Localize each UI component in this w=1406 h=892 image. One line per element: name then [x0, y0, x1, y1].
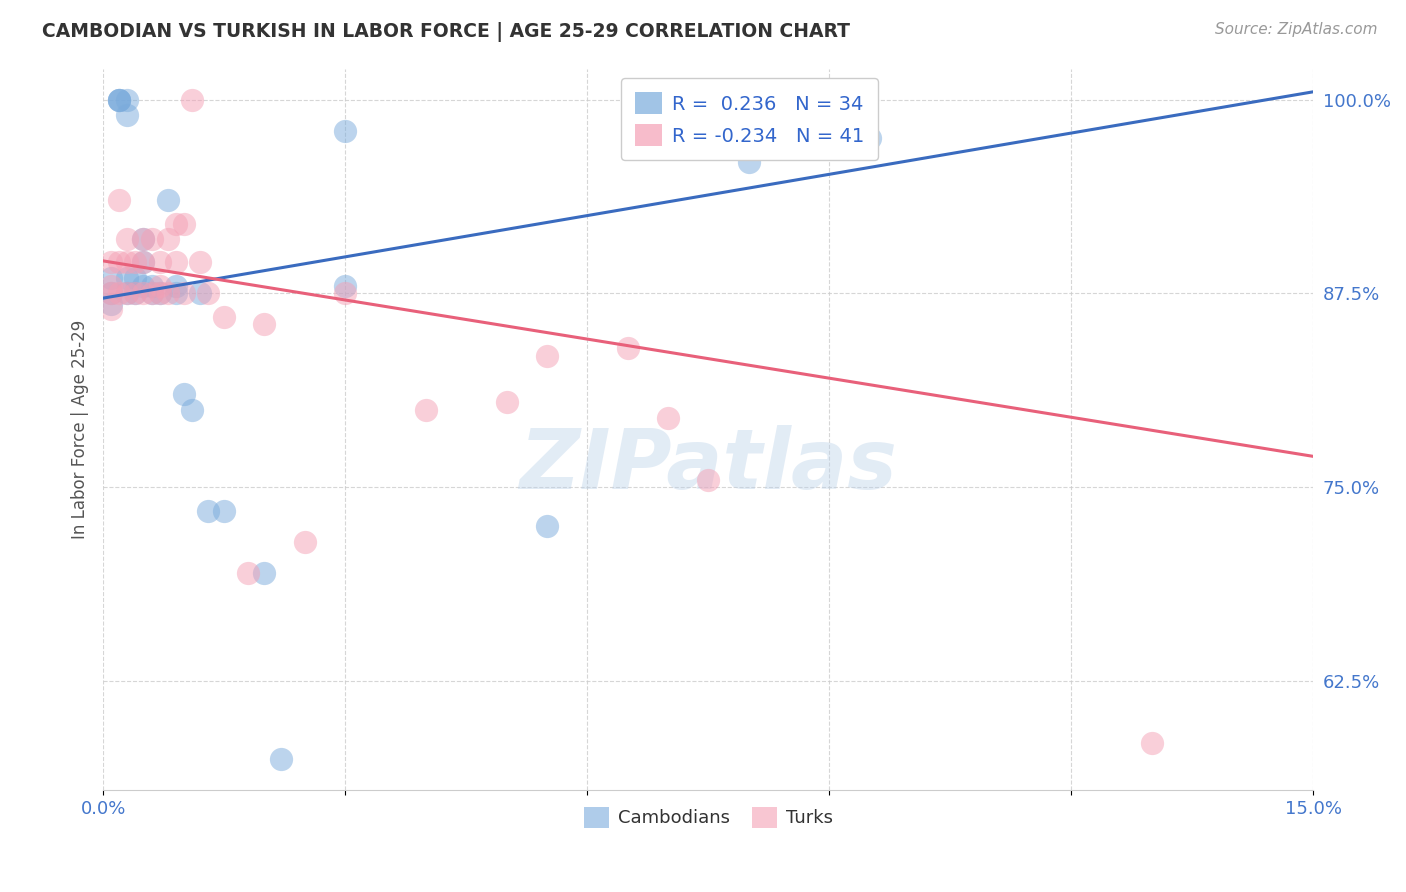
Point: [117, 108, 139, 122]
Point: [117, 271, 139, 285]
Point: [108, 93, 131, 107]
Point: [117, 255, 139, 269]
Point: [124, 286, 146, 301]
Point: [616, 341, 638, 355]
Point: [149, 278, 172, 293]
Point: [657, 410, 679, 425]
Point: [149, 286, 172, 301]
Legend: Cambodians, Turks: Cambodians, Turks: [576, 800, 839, 835]
Text: ZIPatlas: ZIPatlas: [519, 425, 897, 506]
Point: [141, 232, 163, 246]
Point: [149, 255, 172, 269]
Point: [212, 503, 235, 517]
Y-axis label: In Labor Force | Age 25-29: In Labor Force | Age 25-29: [72, 319, 89, 539]
Point: [270, 752, 292, 766]
Point: [197, 503, 219, 517]
Point: [197, 286, 219, 301]
Point: [156, 286, 179, 301]
Point: [415, 402, 437, 417]
Point: [188, 286, 211, 301]
Point: [536, 519, 558, 533]
Point: [100, 271, 122, 285]
Point: [149, 286, 172, 301]
Point: [737, 154, 759, 169]
Point: [173, 217, 195, 231]
Point: [100, 278, 122, 293]
Point: [180, 402, 202, 417]
Point: [132, 255, 155, 269]
Point: [294, 534, 316, 549]
Point: [212, 310, 235, 324]
Point: [108, 93, 131, 107]
Point: [100, 286, 122, 301]
Point: [188, 255, 211, 269]
Point: [100, 286, 122, 301]
Point: [117, 286, 139, 301]
Point: [117, 232, 139, 246]
Point: [333, 278, 356, 293]
Point: [238, 566, 260, 580]
Point: [100, 301, 122, 316]
Point: [100, 297, 122, 311]
Point: [165, 255, 187, 269]
Point: [141, 278, 163, 293]
Point: [117, 93, 139, 107]
Point: [108, 255, 131, 269]
Point: [165, 286, 187, 301]
Point: [141, 286, 163, 301]
Point: [333, 123, 356, 137]
Point: [156, 232, 179, 246]
Text: Source: ZipAtlas.com: Source: ZipAtlas.com: [1215, 22, 1378, 37]
Point: [253, 566, 276, 580]
Point: [108, 194, 131, 208]
Point: [333, 286, 356, 301]
Point: [858, 131, 880, 145]
Point: [132, 278, 155, 293]
Point: [1140, 736, 1163, 750]
Point: [108, 286, 131, 301]
Point: [173, 387, 195, 401]
Point: [132, 232, 155, 246]
Point: [124, 255, 146, 269]
Point: [100, 255, 122, 269]
Point: [141, 286, 163, 301]
Point: [165, 278, 187, 293]
Point: [108, 93, 131, 107]
Text: CAMBODIAN VS TURKISH IN LABOR FORCE | AGE 25-29 CORRELATION CHART: CAMBODIAN VS TURKISH IN LABOR FORCE | AG…: [42, 22, 851, 42]
Point: [253, 318, 276, 332]
Point: [156, 194, 179, 208]
Point: [117, 286, 139, 301]
Point: [132, 286, 155, 301]
Point: [132, 255, 155, 269]
Point: [697, 473, 720, 487]
Point: [124, 286, 146, 301]
Point: [495, 395, 517, 409]
Point: [778, 131, 800, 145]
Point: [536, 349, 558, 363]
Point: [124, 271, 146, 285]
Point: [173, 286, 195, 301]
Point: [132, 232, 155, 246]
Point: [180, 93, 202, 107]
Point: [165, 217, 187, 231]
